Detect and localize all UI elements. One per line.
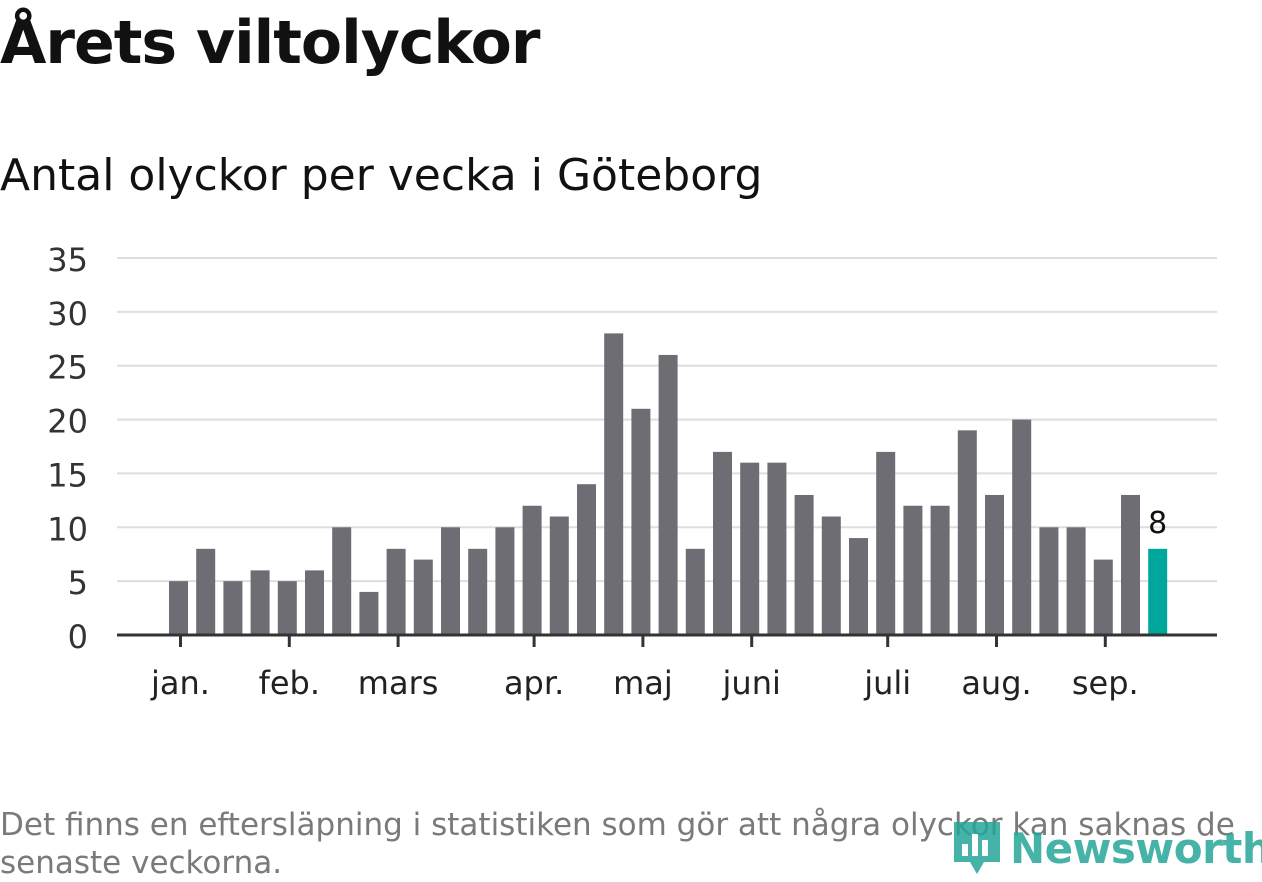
x-tick-label: aug. <box>961 664 1031 702</box>
x-tick-label: apr. <box>504 664 564 702</box>
y-tick-label: 30 <box>47 295 88 333</box>
y-tick-label: 15 <box>47 456 88 494</box>
bar <box>767 462 787 635</box>
bar <box>985 494 1004 635</box>
x-tick-label: feb. <box>259 664 320 702</box>
y-tick-label: 35 <box>47 241 88 279</box>
x-tick-label: maj <box>613 664 673 702</box>
bar <box>631 408 651 635</box>
bar <box>223 581 243 635</box>
bar <box>441 527 460 635</box>
bar <box>468 548 488 635</box>
footnote: Det finns en eftersläpning i statistiken… <box>0 807 1235 881</box>
x-tick-label: juni <box>722 664 781 702</box>
bar <box>604 333 624 635</box>
x-tick-label: jan. <box>150 664 210 702</box>
bar <box>1066 527 1086 635</box>
bar <box>277 581 297 635</box>
bar <box>577 484 596 635</box>
y-tick-label: 20 <box>47 403 88 441</box>
bar <box>1121 494 1140 635</box>
chart-subtitle: Antal olyckor per vecka i Göteborg <box>0 150 763 201</box>
bar <box>359 591 379 635</box>
bar <box>196 548 216 635</box>
bar <box>849 538 868 635</box>
bar <box>332 527 352 635</box>
bar <box>305 570 324 635</box>
bar <box>740 462 760 635</box>
newsworthy-logo: Newsworthy <box>950 818 1262 878</box>
bar <box>386 548 406 635</box>
bar <box>250 570 270 635</box>
x-tick-label: sep. <box>1072 664 1139 702</box>
bar <box>549 516 569 635</box>
y-tick-label: 25 <box>47 349 88 387</box>
bar <box>1012 419 1032 635</box>
bar <box>713 451 732 635</box>
x-tick-label: juli <box>863 664 911 702</box>
bar <box>658 354 678 635</box>
bar <box>522 505 542 635</box>
y-tick-label: 0 <box>68 618 88 656</box>
bar <box>1039 527 1059 635</box>
highlight-bar <box>1148 548 1168 635</box>
x-tick-label: mars <box>358 664 439 702</box>
y-tick-label: 10 <box>47 510 88 548</box>
bar <box>903 505 923 635</box>
bar <box>876 451 896 635</box>
bar <box>169 581 188 635</box>
bar <box>495 527 515 635</box>
bar <box>821 516 841 635</box>
chart-title: Årets viltolyckor <box>0 8 540 78</box>
bar <box>1093 559 1113 635</box>
bar <box>685 548 705 635</box>
bar <box>413 559 433 635</box>
bar <box>930 505 950 635</box>
logo-text: Newsworthy <box>1010 823 1262 873</box>
bar-chart-pin-icon <box>954 822 1000 874</box>
bar-chart: 0 5 10 15 20 25 30 35 8 jan. feb. mars apr. maj juni ju… <box>47 241 1217 702</box>
bar <box>957 430 977 635</box>
bar <box>794 494 814 635</box>
y-tick-label: 5 <box>68 564 88 602</box>
data-label: 8 <box>1148 506 1167 541</box>
